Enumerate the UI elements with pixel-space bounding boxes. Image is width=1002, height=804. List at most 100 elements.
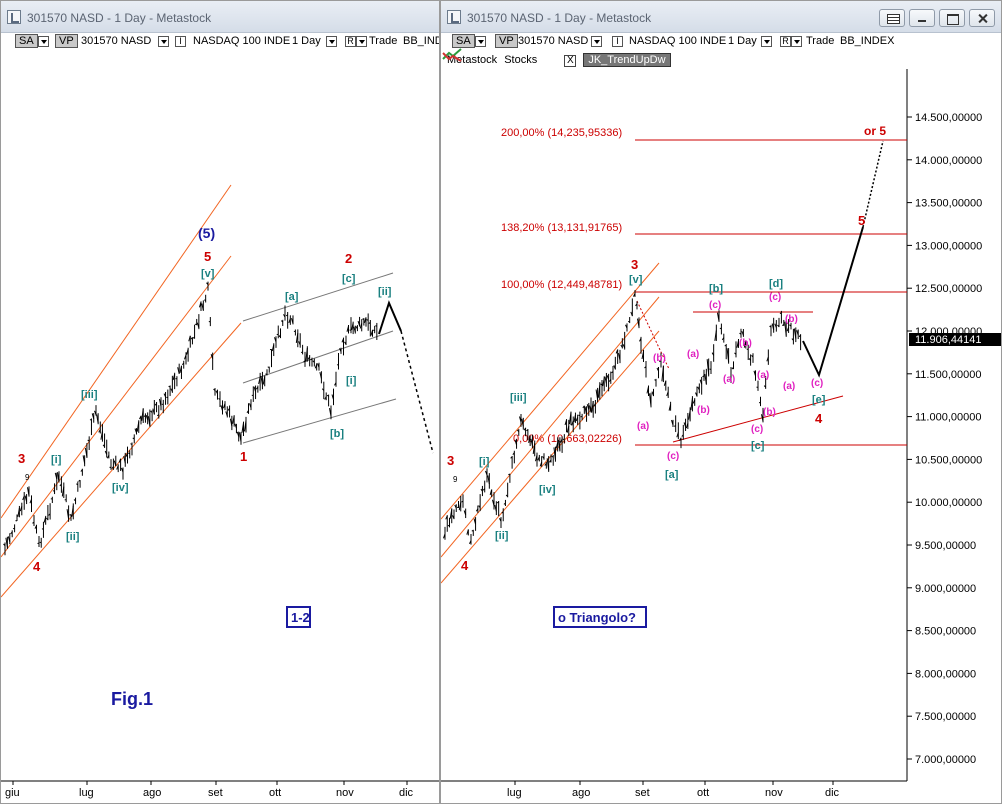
chevron-down-icon[interactable] — [37, 35, 49, 47]
vp-button[interactable]: VP — [55, 34, 78, 48]
price-bar-tick — [229, 418, 233, 427]
price-bar-tick — [471, 529, 474, 532]
price-bar-tick — [560, 438, 563, 443]
price-bar-tick — [591, 400, 594, 413]
fib-label: 100,00% (12,449,48781) — [501, 279, 622, 291]
sa-button[interactable]: SA — [15, 34, 38, 48]
wave-label: [iv] — [539, 484, 556, 496]
price-bar-tick — [132, 437, 135, 440]
price-bar-tick — [234, 423, 237, 429]
chevron-down-icon[interactable] — [791, 35, 802, 47]
window-title: 301570 NASD - 1 Day - Metastock — [467, 11, 652, 25]
price-bar-tick — [452, 515, 455, 520]
price-bar-tick — [139, 415, 142, 420]
chevron-down-icon[interactable] — [326, 35, 337, 47]
price-bar-tick — [551, 455, 554, 458]
price-bar-tick — [706, 359, 710, 375]
indicator-icon[interactable]: I — [175, 35, 186, 47]
chart-window-right[interactable]: 301570 NASD - 1 Day - Metastock SA VP 30… — [440, 0, 1002, 804]
price-bar-tick — [288, 318, 291, 324]
chevron-down-icon[interactable] — [158, 35, 169, 47]
price-label: 14.000,00000 — [915, 155, 982, 167]
price-bar-tick — [300, 351, 303, 354]
price-bar-tick — [172, 374, 176, 381]
price-bar-tick — [82, 455, 86, 464]
price-bars — [443, 290, 802, 545]
price-bar-tick — [305, 347, 308, 362]
price-bar-tick — [71, 505, 74, 517]
channel-line — [441, 330, 660, 584]
chevron-down-icon[interactable] — [356, 35, 367, 47]
price-bar-tick — [505, 494, 509, 497]
price-bar-tick — [141, 408, 144, 421]
price-bar-tick — [721, 337, 725, 341]
price-bar-tick — [443, 533, 446, 539]
vp-button[interactable]: VP — [495, 34, 518, 48]
price-bar-tick — [741, 331, 744, 336]
price-bar-tick — [43, 516, 47, 523]
close-button[interactable] — [969, 9, 995, 27]
price-bar-tick — [480, 488, 483, 492]
price-bar-tick — [353, 326, 356, 333]
price-chart-left[interactable]: (5) 5 [v] 3 9 [i] [ii] [iii] [iv] 4 1 2 … — [1, 1, 440, 804]
projection-dotted-line — [400, 330, 434, 454]
price-bar-tick — [255, 386, 259, 390]
price-bar-tick — [163, 393, 167, 398]
price-bar-tick — [487, 475, 490, 485]
price-bar-tick — [635, 303, 638, 307]
chevron-down-icon[interactable] — [591, 35, 602, 47]
chart-window-left[interactable]: 301570 NASD - 1 Day - Metastock SA VP 30… — [0, 0, 440, 804]
price-bar-tick — [644, 366, 647, 369]
title-bar[interactable]: 301570 NASD - 1 Day - Metastock — [1, 1, 439, 33]
price-chart-right[interactable]: 14.500,00000 14.000,00000 13.500,00000 13.0… — [441, 1, 1002, 804]
price-bar-tick — [98, 429, 101, 433]
wave-label: (b) — [739, 338, 752, 349]
price-bar-tick — [445, 515, 448, 520]
price-bar-tick — [102, 444, 105, 447]
price-bar-tick — [27, 487, 30, 496]
chevron-down-icon[interactable] — [474, 35, 486, 47]
price-bar-tick — [246, 410, 249, 414]
price-bar-tick — [152, 408, 155, 415]
price-bar-tick — [508, 473, 511, 476]
price-bar-tick — [796, 330, 799, 336]
trend-tool-icon[interactable] — [441, 47, 463, 63]
wave-label: (c) — [667, 451, 679, 462]
maximize-button[interactable] — [939, 9, 965, 27]
price-bar-tick — [625, 324, 628, 329]
close-indicator-button[interactable]: X — [564, 55, 577, 67]
price-bar-tick — [573, 414, 576, 423]
trade-label[interactable]: Trade — [806, 35, 835, 47]
price-bar-tick — [501, 511, 504, 514]
properties-button[interactable] — [879, 9, 905, 27]
title-bar[interactable]: 301570 NASD - 1 Day - Metastock — [441, 1, 1001, 33]
trade-label[interactable]: Trade — [369, 35, 398, 47]
price-bar-tick — [516, 429, 520, 432]
r-button[interactable]: R — [345, 35, 356, 47]
price-label: 13.000,00000 — [915, 240, 982, 252]
price-bar-tick — [622, 344, 626, 349]
price-bar-tick — [668, 404, 672, 411]
wave-label: (a) — [723, 374, 735, 385]
minimize-button[interactable] — [909, 9, 935, 27]
index-label: NASDAQ 100 INDE — [193, 35, 291, 47]
price-bar-tick — [188, 335, 191, 342]
price-bar-tick — [125, 453, 128, 457]
price-bar-tick — [580, 415, 583, 418]
wave-label: 9 — [25, 473, 30, 482]
r-button[interactable]: R — [780, 35, 791, 47]
price-label: 10.000,00000 — [915, 497, 982, 509]
indicator-icon[interactable]: I — [612, 35, 623, 47]
price-bar-tick — [359, 323, 363, 329]
price-bar-tick — [181, 362, 185, 365]
indicator-tag[interactable]: JK_TrendUpDw — [583, 53, 671, 67]
sa-button[interactable]: SA — [452, 34, 475, 48]
price-bar-tick — [17, 508, 20, 517]
price-bar-tick — [366, 319, 369, 321]
wave-label: 9 — [453, 475, 458, 484]
chevron-down-icon[interactable] — [761, 35, 772, 47]
price-bar-tick — [106, 455, 110, 459]
price-bar-tick — [150, 410, 153, 413]
price-axis-labels: 14.500,00000 14.000,00000 13.500,00000 13.0… — [907, 112, 982, 766]
price-bar-tick — [586, 404, 590, 410]
